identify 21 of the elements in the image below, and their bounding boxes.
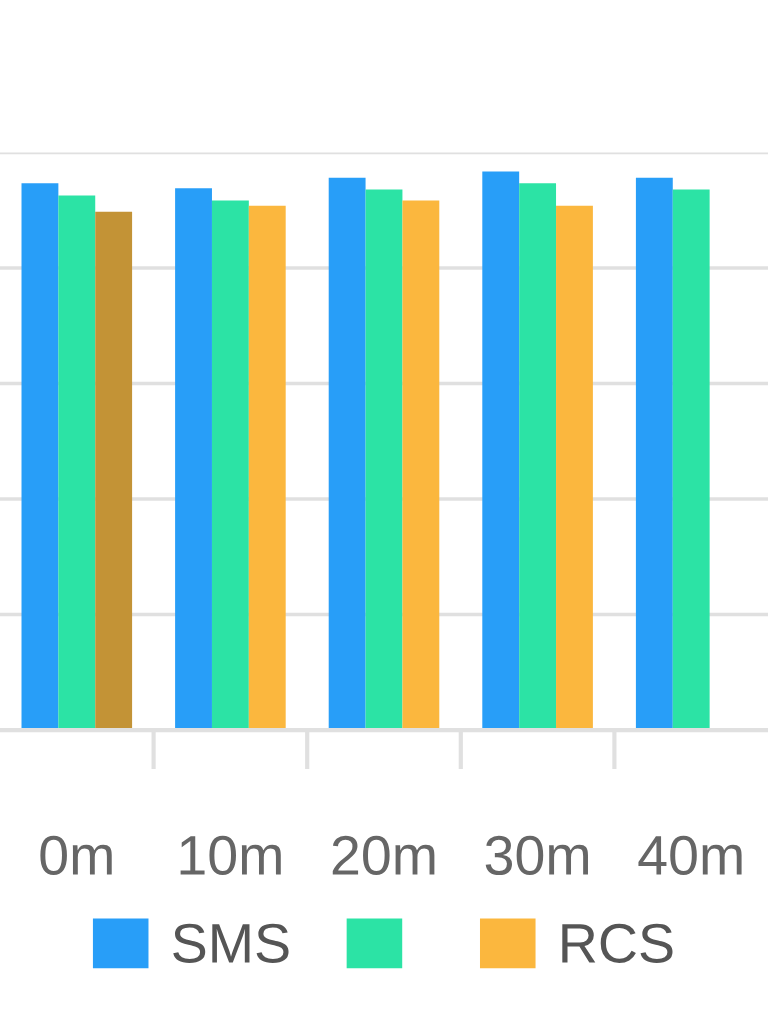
bar: [402, 200, 440, 731]
x-tick-label: 0m: [40, 835, 112, 876]
bar: [519, 183, 557, 731]
bar: [365, 189, 403, 731]
x-tick-label: 40m: [638, 835, 742, 876]
x-tick-label: 10m: [180, 835, 281, 876]
bar: [328, 177, 366, 731]
bar: [248, 205, 286, 731]
bar: [482, 171, 520, 731]
bar: [635, 177, 673, 731]
legend-label: RCS: [562, 923, 673, 964]
bar: [21, 183, 59, 731]
bar: [556, 205, 593, 731]
x-tick-label: 30m: [485, 835, 588, 876]
x-tick-label: 20m: [332, 835, 435, 876]
legend-label: SMS: [173, 923, 289, 964]
bar: [211, 200, 249, 731]
bar: [58, 195, 96, 731]
bar: [672, 189, 710, 731]
bar: [95, 211, 133, 731]
bar: [175, 188, 212, 731]
